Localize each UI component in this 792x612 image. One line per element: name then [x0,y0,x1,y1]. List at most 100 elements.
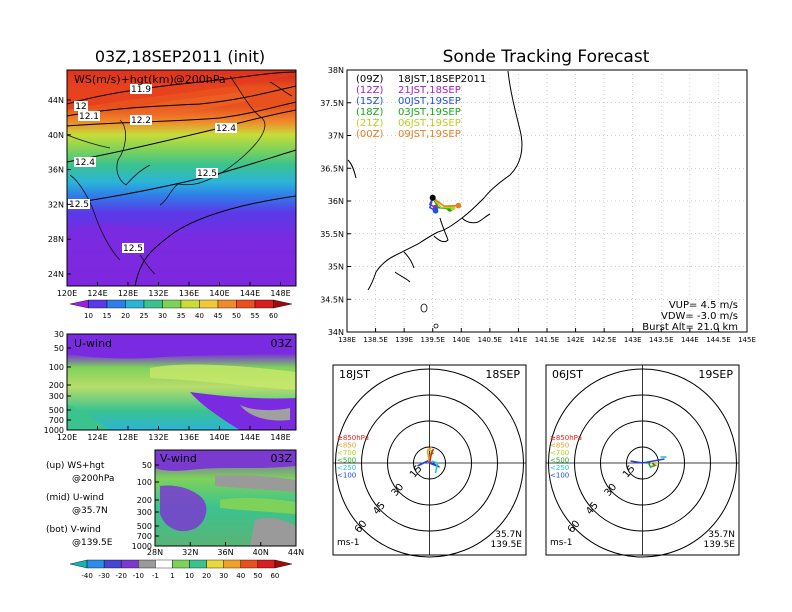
lat-tick-label: 36.5N [320,164,344,173]
colorbar-label: -30 [98,572,109,580]
hodograph-ring [361,394,498,532]
tracking-lat-ticks: 38N 37.5N 37N 36.5N 36N 35.5N 35N 34.5N 34N [320,66,351,337]
hodograph-level-label: <850 [550,442,569,450]
colorbar-label: 20 [121,312,130,320]
ws-map-label: WS(m/s)+hgt(km)@200hPa [74,73,226,86]
hodograph-level-label: <850 [337,442,356,450]
lon-tick-label: 143E [624,336,642,344]
hodograph-trace [630,458,665,464]
lon-tick-label: 140.5E [478,336,502,344]
colorbar-swatch [180,299,200,309]
colorbar-swatch [88,299,108,309]
lat-tick-label: 24N [48,270,64,279]
lat-tick-label: 40N [48,131,64,140]
vwind-time: 03Z [270,452,292,465]
ws-map: 11.9 12 12.1 12.2 12.4 12.4 12.5 12.5 12… [66,69,297,287]
lon-tick-label: 120E [57,433,77,442]
vwind-panel: V-wind 03Z [154,449,297,547]
legend-time-label: 06JST,19SEP [398,118,461,129]
legend-time-z: (21Z) [356,118,383,129]
tracking-series [428,194,462,214]
hodograph-left-label: 06JST [552,368,583,381]
lon-tick-label: 128E [118,433,138,442]
pressure-tick-label: 300 [137,508,152,517]
lon-tick-label: 132E [148,433,168,442]
lat-tick-label: 36N [217,548,233,557]
lon-tick-label: 120E [57,289,77,298]
legend-line: (bot) V-wind [46,525,101,535]
lon-tick-label: 138E [338,336,356,344]
colorbar-label: 40 [236,572,245,580]
hodograph-ring [387,420,472,506]
lat-tick-label: 32N [182,548,198,557]
contour-label: 12.5 [123,244,143,254]
hodograph-left-label: 18JST [339,368,370,381]
tracking-info-line: VDW= -3.0 m/s [661,311,738,322]
hodograph-level-label: <100 [337,472,356,480]
lon-tick-label: 139E [395,336,413,344]
tracking-title: Sonde Tracking Forecast [443,47,650,67]
uwind-lon-ticks: 120E 124E 128E 132E 136E 140E 144E 148E [57,426,291,442]
uwind-label: U-wind [74,337,112,350]
hodograph-trace [428,448,435,464]
lon-tick-label: 142.5E [592,336,616,344]
hodograph-level-label: ≥850hPa [337,434,369,442]
tracking-info-line: Burst Alt= 21.0 km [642,322,738,333]
hodograph-trace [426,446,433,464]
lon-tick-label: 141E [510,336,528,344]
pressure-tick-label: 50 [142,461,152,470]
colorbar-label: 40 [195,312,204,320]
tracking-grid [347,70,747,332]
colorbar-swatch [86,559,105,569]
vwind-colorbar: -40 -30 -20 -10 -1 1 10 20 30 40 50 60 [69,559,293,580]
legend-time-z: (18Z) [356,107,383,118]
colorbar-swatch [103,559,122,569]
contour-labels: 11.9 12 12.1 12.2 12.4 12.4 12.5 12.5 12… [68,84,237,254]
hodograph-lon: 139.5E [704,540,736,550]
lon-tick-label: 140E [452,336,470,344]
pressure-tick-label: 1000 [44,426,64,435]
contour-label: 12.2 [131,116,151,126]
lat-tick-label: 44N [288,548,304,557]
ws-colorbar: 10 15 20 25 30 35 40 45 50 55 60 [69,299,293,320]
colorbar-swatch [69,299,89,309]
lon-tick-label: 140E [209,433,229,442]
colorbar-swatch [106,299,126,309]
launch-point [429,194,436,201]
pressure-tick-label: 50 [54,344,64,353]
colorbar-swatch [69,559,88,569]
pressure-tick-label: 30 [54,330,64,339]
track-line [432,197,453,209]
colorbar-swatch [155,559,173,569]
colorbar-swatch [121,559,139,569]
legend-time-label: 09JST,19SEP [398,129,461,140]
colorbar-swatch [138,559,156,569]
hodograph-ring [574,394,711,532]
hodograph-level-label: <500 [337,457,356,465]
hodograph-level-label: <500 [550,457,569,465]
contour-label: 12 [75,102,86,112]
vwind-lat-ticks: 28N 32N 36N 40N 44N [147,542,304,557]
colorbar-label: 35 [177,312,186,320]
hodograph-level-label: ≥850hPa [550,434,582,442]
colorbar-label: 60 [270,572,279,580]
legend-time-z: (09Z) [356,74,383,85]
lat-tick-label: 34N [328,328,344,337]
colorbar-swatch [273,299,293,309]
pressure-tick-label: 100 [137,478,152,487]
colorbar-label: -1 [152,572,159,580]
lat-tick-label: 28N [48,235,64,244]
tracking-lon-ticks: 138E 138.5E 139E 139.5E 140E 140.5E 141E 141.5E… [338,328,756,344]
legend-time-z: (15Z) [356,96,383,107]
legend-time-label: 00JST,19SEP [398,96,461,107]
lon-tick-label: 136E [179,289,199,298]
hodograph-unit: ms-1 [337,538,359,548]
hodograph-ring [600,420,685,506]
lat-tick-label: 34.5N [320,295,344,304]
colorbar-label: 50 [232,312,241,320]
colorbar-label: 1 [170,572,174,580]
colorbar-label: 20 [202,572,211,580]
pressure-tick-label: 200 [49,381,64,390]
